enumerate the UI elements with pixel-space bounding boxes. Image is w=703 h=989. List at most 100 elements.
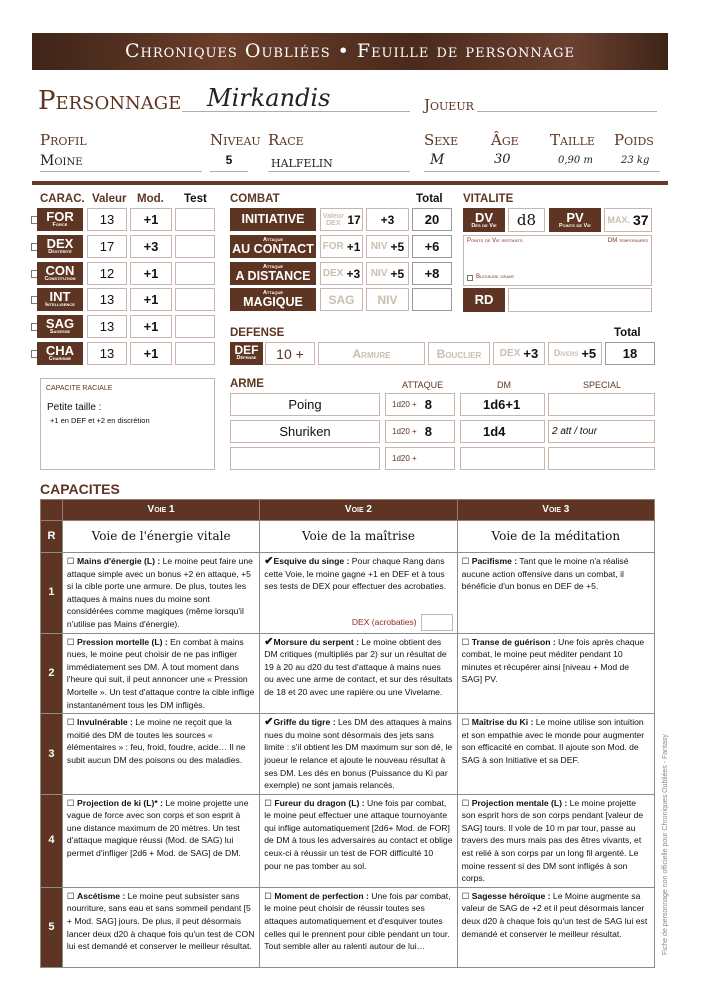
pv-max-field[interactable]: MAX. 37: [604, 208, 652, 232]
combat-b-field[interactable]: NIV: [366, 288, 409, 311]
combat-total-field[interactable]: 20: [412, 208, 452, 231]
checkbox-icon[interactable]: ☐: [461, 890, 472, 901]
arme-name-field[interactable]: [230, 447, 380, 470]
combat-a-field[interactable]: FOR +1: [320, 235, 363, 258]
voie-1-header: Voie 1: [61, 499, 261, 521]
carac-value-field[interactable]: 13: [87, 342, 127, 365]
checkbox-icon[interactable]: ☐: [264, 797, 275, 808]
dm-temporaires-label: DM temporaires: [607, 238, 648, 244]
arme-special-field[interactable]: 2 att / tour: [548, 420, 655, 443]
carac-mod-field[interactable]: +3: [130, 235, 172, 258]
combat-b-field[interactable]: NIV +5: [366, 262, 409, 285]
voie-1-name[interactable]: Voie de l'énergie vitale: [61, 520, 261, 553]
dv-label: DV Dés de Vie: [463, 208, 505, 232]
carac-value-field[interactable]: 13: [87, 315, 127, 338]
checkbox-icon[interactable]: ☐: [461, 717, 472, 728]
poids-field[interactable]: 23 kg: [621, 155, 650, 166]
checkbox-icon[interactable]: ☐: [66, 717, 78, 728]
carac-test-field[interactable]: [175, 315, 215, 338]
voie-3-name[interactable]: Voie de la méditation: [456, 520, 656, 553]
arme-special-field[interactable]: [548, 393, 655, 416]
rd-field[interactable]: [508, 288, 652, 312]
dv-field[interactable]: d8: [508, 208, 545, 232]
def-divers-field[interactable]: Divers +5: [548, 342, 602, 365]
carac-mod-field[interactable]: +1: [130, 208, 172, 231]
combat-hint: Valeur DEX: [322, 212, 344, 227]
niveau-field[interactable]: 5: [210, 153, 248, 172]
pv-restants-label: Points de Vie restants: [467, 238, 523, 244]
carac-test-field[interactable]: [175, 235, 215, 258]
capacite-name: Invulnérable :: [77, 717, 133, 728]
combat-hint: NIV: [370, 240, 388, 252]
combat-header: COMBAT: [230, 193, 280, 205]
arme-attaque-field[interactable]: 1d20 + 8: [385, 393, 455, 416]
def-total-field[interactable]: 18: [605, 342, 655, 365]
defense-header: DEFENSE: [230, 327, 285, 339]
carac-mod-field[interactable]: +1: [130, 315, 172, 338]
arme-attaque-field[interactable]: 1d20 +: [385, 447, 455, 470]
checkbox-icon[interactable]: ☐: [461, 797, 472, 808]
def-divers-value: +5: [581, 346, 597, 361]
carac-value-field[interactable]: 12: [87, 262, 127, 285]
carac-test-field[interactable]: [175, 288, 215, 311]
def-base: 10 +: [265, 342, 315, 365]
arme-special-field[interactable]: [548, 447, 655, 470]
personnage-field[interactable]: Mirkandis: [182, 84, 410, 112]
blessure-checkbox[interactable]: [467, 275, 473, 281]
carac-value-field[interactable]: 13: [87, 208, 127, 231]
checkbox-icon[interactable]: ☐: [461, 556, 472, 566]
corner-cell: [40, 499, 63, 521]
bouclier-field[interactable]: Bouclier: [428, 342, 490, 365]
carac-test-field[interactable]: [175, 262, 215, 285]
combat-total-field[interactable]: +6: [412, 235, 452, 258]
combat-a-field[interactable]: Valeur DEX 17: [320, 208, 363, 231]
checked-icon[interactable]: ✔: [264, 555, 274, 567]
checkbox-icon[interactable]: ☐: [461, 636, 472, 647]
racial-header: CAPACITE RACIALE: [46, 385, 113, 392]
joueur-field[interactable]: [477, 96, 657, 112]
dex-acrobaties-field[interactable]: [420, 613, 453, 631]
voie-2-name[interactable]: Voie de la maîtrise: [259, 520, 458, 553]
carac-test-field[interactable]: [175, 208, 215, 231]
taille-field[interactable]: 0,90 m: [558, 155, 593, 166]
combat-total-field[interactable]: +8: [412, 262, 452, 285]
carac-mod-field[interactable]: +1: [130, 262, 172, 285]
carac-test-field[interactable]: [175, 342, 215, 365]
checked-icon[interactable]: ✔: [264, 635, 274, 648]
race-label: Race: [268, 131, 304, 149]
combat-b-field[interactable]: +3: [366, 208, 409, 231]
arme-dm-field[interactable]: 1d6+1: [460, 393, 545, 416]
arme-name-field[interactable]: Poing: [230, 393, 380, 416]
arme-attaque-field[interactable]: 1d20 + 8: [385, 420, 455, 443]
race-field[interactable]: halfelin: [268, 153, 410, 172]
profil-field[interactable]: Moine: [40, 153, 202, 172]
checked-icon[interactable]: ✔: [264, 716, 274, 729]
capacite-cell: ☐ Mains d'énergie (L) : Le moine peut fa…: [61, 552, 261, 634]
carac-abbr: INT: [49, 289, 71, 304]
def-dex-field[interactable]: DEX +3: [493, 342, 545, 365]
combat-b-field[interactable]: NIV +5: [366, 235, 409, 258]
checkbox-icon[interactable]: ☐: [66, 636, 78, 647]
sexe-field[interactable]: M: [430, 152, 445, 168]
checkbox-icon[interactable]: ☐: [66, 556, 78, 566]
checkbox-icon[interactable]: ☐: [264, 890, 275, 901]
carac-value-field[interactable]: 17: [87, 235, 127, 258]
carac-value-field[interactable]: 13: [87, 288, 127, 311]
combat-a-field[interactable]: DEX +3: [320, 262, 363, 285]
age-field[interactable]: 30: [494, 152, 511, 167]
arme-dm-field[interactable]: 1d4: [460, 420, 545, 443]
capacite-name: Fureur du dragon (L) :: [274, 797, 365, 808]
arme-name-field[interactable]: Shuriken: [230, 420, 380, 443]
capacite-text: Tant que le moine n'a réalisé aucune act…: [461, 556, 629, 592]
checkbox-icon[interactable]: ☐: [66, 797, 78, 808]
armure-field[interactable]: Armure: [318, 342, 425, 365]
arme-dm-field[interactable]: [460, 447, 545, 470]
voie-names-row: R Voie de l'énergie vitale Voie de la ma…: [40, 520, 656, 553]
checkbox-icon[interactable]: ☐: [66, 890, 78, 901]
combat-a-field[interactable]: SAG: [320, 288, 363, 311]
carac-mod-field[interactable]: +1: [130, 288, 172, 311]
pv-restants-box[interactable]: Points de Vie restants DM temporaires Bl…: [463, 235, 652, 286]
pv-label: PV Points de Vie: [549, 208, 601, 232]
combat-total-field[interactable]: [412, 288, 452, 311]
carac-mod-field[interactable]: +1: [130, 342, 172, 365]
